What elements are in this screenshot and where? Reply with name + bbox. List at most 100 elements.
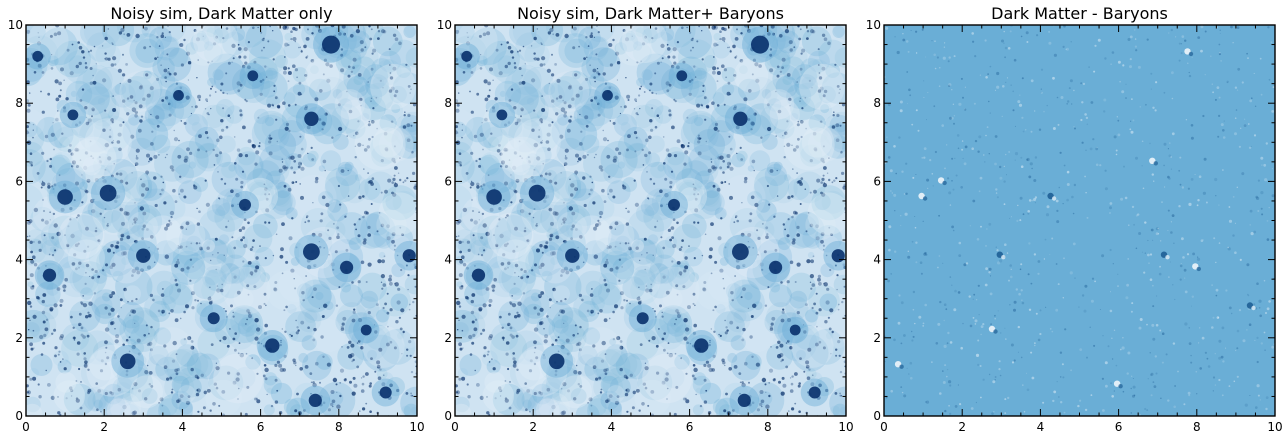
residual-speck — [1146, 323, 1148, 326]
density-cell — [101, 25, 135, 47]
noise-speck — [719, 30, 722, 33]
noise-speck — [603, 278, 607, 282]
noise-speck — [169, 376, 173, 380]
residual-speck — [926, 119, 927, 121]
noise-speck — [127, 301, 129, 303]
density-cell — [757, 391, 773, 406]
density-cell — [811, 185, 846, 221]
noise-speck — [620, 106, 622, 108]
noise-speck — [67, 149, 72, 153]
noise-speck — [712, 309, 715, 312]
noise-speck — [636, 61, 639, 64]
density-cell — [615, 235, 631, 251]
residual-speck — [1127, 258, 1129, 260]
noise-speck — [669, 185, 673, 189]
noise-speck — [84, 151, 89, 155]
density-cell — [382, 185, 417, 221]
noise-speck — [104, 142, 110, 148]
noise-speck — [114, 63, 117, 66]
noise-speck — [78, 45, 83, 50]
residual-speck — [1268, 207, 1270, 209]
residual-speck — [1271, 110, 1275, 113]
noise-speck — [150, 385, 154, 388]
residual-speck — [1051, 237, 1054, 240]
noise-speck — [482, 32, 487, 37]
noise-speck — [165, 80, 167, 83]
noise-speck — [185, 95, 190, 100]
noise-speck — [92, 80, 97, 85]
noise-speck — [288, 156, 292, 160]
noise-speck — [266, 393, 268, 396]
noise-speck — [205, 150, 208, 153]
noise-speck — [542, 355, 547, 360]
noise-speck — [161, 32, 164, 35]
noise-speck — [616, 79, 619, 81]
noise-speck — [582, 154, 587, 159]
noise-speck — [458, 152, 462, 155]
noise-speck — [315, 176, 319, 181]
noise-speck — [654, 72, 657, 75]
residual-speck — [912, 176, 915, 179]
residual-speck — [997, 310, 999, 312]
noise-speck — [33, 347, 35, 349]
density-cell — [522, 296, 542, 315]
residual-speck — [1148, 262, 1150, 264]
density-cell — [146, 403, 171, 416]
noise-speck — [89, 81, 94, 85]
density-cell — [317, 381, 356, 416]
density-cell — [128, 204, 163, 239]
noise-speck — [119, 82, 122, 85]
noise-speck — [658, 328, 660, 330]
noise-speck — [676, 139, 681, 144]
noise-speck — [52, 188, 55, 190]
noise-speck — [801, 48, 806, 53]
noise-speck — [337, 184, 340, 188]
noise-speck — [765, 404, 770, 409]
noise-speck — [258, 145, 261, 148]
residual-speck — [908, 88, 911, 92]
residual-speck — [1155, 232, 1159, 236]
density-cell — [789, 290, 808, 309]
residual-speck — [994, 135, 998, 138]
noise-speck — [285, 122, 290, 126]
noise-speck — [577, 371, 582, 375]
noise-speck — [765, 391, 767, 393]
density-cell — [396, 63, 412, 78]
noise-speck — [466, 63, 471, 68]
residual-speck — [947, 60, 950, 63]
noise-speck — [705, 140, 707, 143]
density-cell — [204, 41, 214, 51]
noise-speck — [41, 110, 45, 114]
noise-speck — [562, 217, 567, 222]
noise-speck — [111, 121, 114, 124]
noise-speck — [332, 377, 338, 383]
noise-speck — [496, 149, 501, 153]
noise-speck — [89, 140, 92, 143]
density-cell — [566, 221, 583, 238]
density-cell — [694, 67, 707, 80]
noise-speck — [41, 71, 45, 74]
noise-speck — [482, 183, 486, 187]
noise-speck — [594, 96, 598, 100]
noise-speck — [51, 254, 55, 257]
residual-speck — [951, 180, 953, 182]
noise-speck — [110, 63, 115, 67]
void-region — [61, 135, 91, 165]
residual-speck — [1179, 278, 1182, 281]
noise-speck — [83, 352, 86, 355]
residual-speck — [907, 102, 909, 104]
noise-speck — [743, 97, 748, 102]
noise-speck — [680, 144, 686, 149]
void-region — [461, 196, 500, 234]
noise-speck — [126, 97, 130, 100]
density-cell — [228, 164, 236, 172]
noise-speck — [93, 45, 96, 48]
noise-speck — [135, 148, 140, 153]
noise-speck — [473, 134, 478, 139]
noise-speck — [516, 388, 521, 393]
density-cell — [405, 47, 417, 68]
noise-speck — [291, 181, 295, 185]
residual-speck — [893, 145, 896, 148]
noise-speck — [29, 305, 33, 308]
density-cell — [642, 27, 658, 44]
